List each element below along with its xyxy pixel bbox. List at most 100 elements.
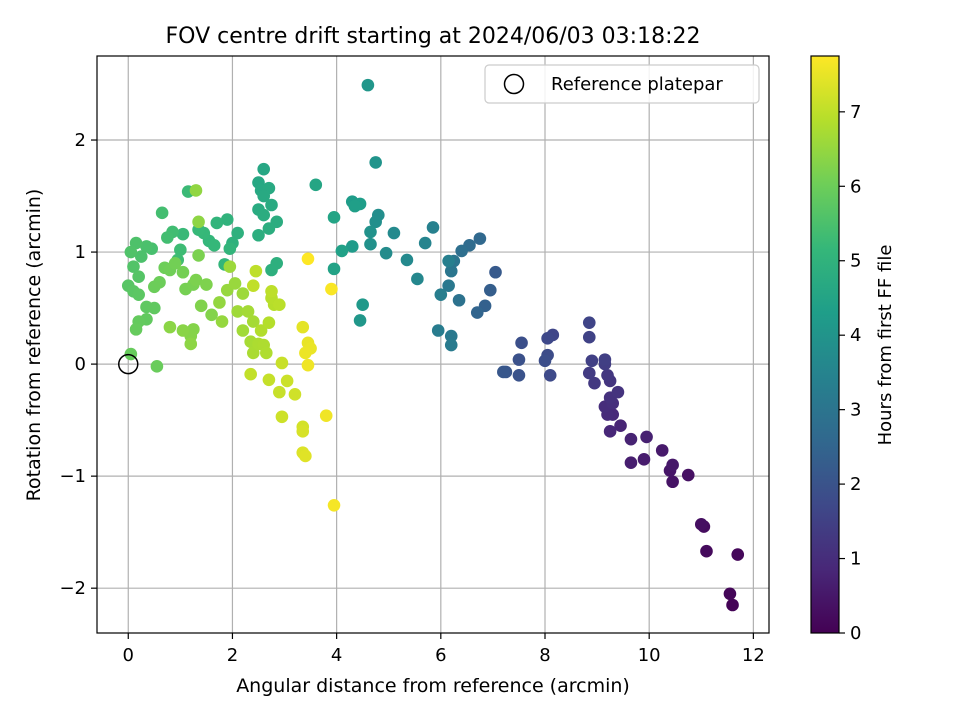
scatter-point xyxy=(497,365,510,379)
scatter-point xyxy=(299,449,312,463)
scatter-point xyxy=(244,367,257,381)
scatter-point xyxy=(301,358,315,372)
scatter-point xyxy=(345,240,359,253)
scatter-point xyxy=(223,242,237,256)
scatter-point xyxy=(296,320,310,334)
scatter-point xyxy=(666,475,679,489)
scatter-point xyxy=(299,346,312,360)
scatter-point xyxy=(265,263,278,277)
scatter-point xyxy=(364,225,377,239)
scatter-point xyxy=(640,430,653,444)
x-tick-label: 2 xyxy=(227,645,238,666)
scatter-point xyxy=(726,598,739,612)
scatter-point xyxy=(262,316,276,329)
scatter-point xyxy=(361,78,375,92)
scatter-point xyxy=(723,587,737,601)
scatter-point xyxy=(189,273,203,287)
plot-frame xyxy=(96,55,770,634)
scatter-points xyxy=(121,78,745,612)
scatter-point xyxy=(400,253,414,267)
scatter-point xyxy=(288,388,302,401)
x-tick-label: 10 xyxy=(638,645,661,666)
scatter-point xyxy=(444,264,458,278)
colorbar-tick-label: 4 xyxy=(850,325,861,346)
y-tick-label: 2 xyxy=(75,130,86,151)
colorbar-gradient xyxy=(810,55,840,634)
x-axis-label: Angular distance from reference (arcmin) xyxy=(236,675,630,697)
colorbar-tick-label: 7 xyxy=(850,102,861,123)
scatter-point xyxy=(252,228,265,242)
colorbar-tick-label: 3 xyxy=(850,400,861,421)
scatter-point xyxy=(174,243,187,257)
scatter-point xyxy=(275,356,289,370)
scatter-point xyxy=(176,227,190,241)
scatter-point xyxy=(624,456,638,470)
scatter-point xyxy=(489,265,502,279)
scatter-point xyxy=(335,244,349,258)
scatter-point xyxy=(231,305,244,318)
scatter-point xyxy=(280,374,294,388)
scatter-point xyxy=(236,287,250,300)
scatter-point xyxy=(194,299,208,313)
scatter-point xyxy=(296,425,310,438)
scatter-point xyxy=(387,226,401,240)
scatter-point xyxy=(148,301,161,315)
colorbar: 0 1 2 3 4 5 6 7 Hours from first FF file xyxy=(810,55,896,644)
scatter-point xyxy=(265,198,278,212)
scatter-point xyxy=(249,264,263,278)
colorbar-tick-label: 2 xyxy=(850,474,861,495)
scatter-point xyxy=(603,425,617,438)
scatter-point xyxy=(434,288,448,301)
scatter-point xyxy=(369,156,382,169)
colorbar-tick-label: 6 xyxy=(850,176,861,197)
legend-marker xyxy=(503,73,525,95)
scatter-point xyxy=(694,518,708,531)
scatter-point xyxy=(418,236,432,250)
scatter-point xyxy=(273,385,286,399)
scatter-point xyxy=(353,314,367,327)
y-tick-label: 0 xyxy=(75,354,86,375)
scatter-point xyxy=(582,366,596,380)
scatter-point xyxy=(700,544,713,558)
scatter-point xyxy=(585,354,599,368)
scatter-point xyxy=(246,279,260,292)
scatter-point xyxy=(666,458,679,472)
scatter-point xyxy=(205,308,218,322)
scatter-point xyxy=(379,246,393,260)
scatter-point xyxy=(588,376,601,390)
scatter-point xyxy=(327,498,341,512)
scatter-point xyxy=(327,211,341,224)
scatter-point xyxy=(538,354,552,368)
scatter-point xyxy=(223,260,237,273)
scatter-point xyxy=(132,288,145,301)
scatter-point xyxy=(213,296,226,309)
grid-lines xyxy=(97,56,769,633)
scatter-point xyxy=(319,409,333,422)
scatter-point xyxy=(275,410,289,424)
scatter-point xyxy=(161,231,174,244)
scatter-point xyxy=(470,306,484,319)
scatter-point xyxy=(356,298,369,312)
scatter-point xyxy=(163,320,177,334)
scatter-point xyxy=(215,315,229,328)
colorbar-ticks: 0 1 2 3 4 5 6 7 xyxy=(839,102,861,644)
scatter-point xyxy=(348,199,362,213)
scatter-point xyxy=(444,329,458,343)
scatter-point xyxy=(140,240,153,253)
scatter-point xyxy=(731,548,745,561)
scatter-point xyxy=(129,323,143,336)
scatter-point xyxy=(411,272,424,286)
scatter-point xyxy=(369,215,382,229)
scatter-point xyxy=(228,277,242,290)
y-axis-ticks: −2 −1 0 1 2 xyxy=(59,130,97,599)
scatter-point xyxy=(611,385,625,399)
scatter-point xyxy=(309,178,323,192)
scatter-point xyxy=(455,244,468,258)
scatter-point xyxy=(200,278,213,291)
scatter-point xyxy=(426,221,440,234)
reference-point-marker xyxy=(118,353,139,375)
scatter-point xyxy=(582,316,596,329)
x-tick-label: 4 xyxy=(331,645,342,666)
